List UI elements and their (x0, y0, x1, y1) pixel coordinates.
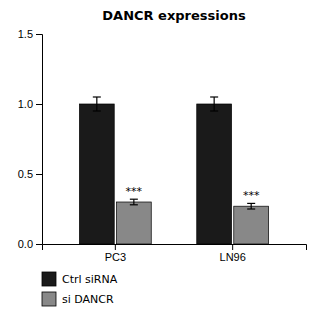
x-tick: PC3 (105, 244, 126, 263)
x-tick-label: LN96 (220, 251, 246, 263)
error-bar-cap (210, 110, 218, 111)
y-tick-mark (36, 104, 42, 105)
error-bar-stem (214, 97, 215, 111)
y-tick-mark (36, 174, 42, 175)
error-bar (93, 97, 101, 111)
bar (234, 206, 269, 244)
bar (116, 202, 151, 244)
legend-item: Ctrl siRNA (42, 272, 118, 286)
y-tick-label: 0.0 (18, 238, 33, 250)
y-tick: 0.0 (18, 238, 42, 250)
marks (79, 97, 268, 244)
error-bar-cap (93, 96, 101, 97)
error-bar-stem (96, 97, 97, 111)
y-tick-mark (36, 34, 42, 35)
axis-domain (43, 245, 307, 251)
x-axis: PC3 LN96 (43, 244, 307, 263)
y-tick-label: 1.5 (18, 28, 33, 40)
x-tick-mark (115, 244, 116, 250)
title: DANCR expressions (102, 8, 246, 23)
plot: *** *** 0.0 0.5 1.0 1.5 PC3 LN96 (18, 28, 307, 263)
error-bar-cap (210, 96, 218, 97)
y-tick: 1.5 (18, 28, 42, 40)
y-tick-label: 0.5 (18, 168, 33, 180)
legend-label: Ctrl siRNA (62, 273, 118, 286)
axis-domain (36, 35, 43, 245)
significance-label: *** (243, 189, 260, 202)
legend-label: si DANCR (62, 293, 114, 306)
x-tick-label: PC3 (105, 251, 126, 263)
error-bar-cap (93, 110, 101, 111)
y-tick-label: 1.0 (18, 98, 33, 110)
error-bar (130, 199, 138, 205)
error-bar (247, 203, 255, 209)
x-tick: LN96 (220, 244, 246, 263)
error-bar-cap (247, 203, 255, 204)
legend-swatch (42, 292, 56, 306)
error-bar (210, 97, 218, 111)
error-bar-stem (133, 199, 134, 205)
y-axis: 0.0 0.5 1.0 1.5 (18, 28, 43, 250)
y-tick: 1.0 (18, 98, 42, 110)
y-tick-mark (36, 244, 42, 245)
bar (197, 104, 232, 244)
significance-label: *** (126, 185, 143, 198)
annotations: *** *** (126, 185, 260, 202)
y-tick: 0.5 (18, 168, 42, 180)
x-tick-mark (232, 244, 233, 250)
legend-swatch (42, 272, 56, 286)
bar (79, 104, 114, 244)
error-bar-cap (130, 199, 138, 200)
chart-svg: *** *** 0.0 0.5 1.0 1.5 PC3 LN96 DANCR expressio… (0, 0, 320, 320)
error-bar-cap (247, 208, 255, 209)
error-bar-cap (130, 204, 138, 205)
error-bar-stem (251, 203, 252, 209)
legend: Ctrl siRNA si DANCR (42, 272, 118, 306)
legend-item: si DANCR (42, 292, 114, 306)
